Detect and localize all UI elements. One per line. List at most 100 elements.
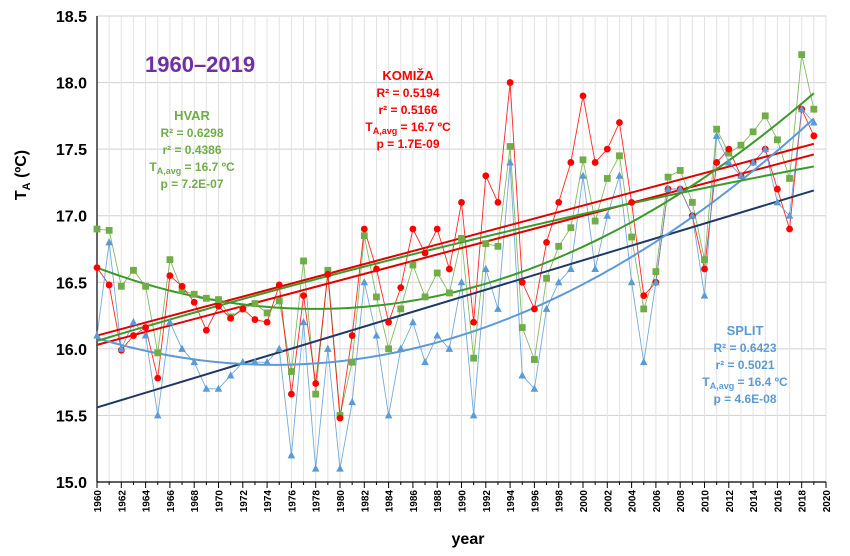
marker-2-2006 [652, 278, 660, 286]
x-tick-label-19: 1998 [555, 490, 566, 513]
marker-1-2002 [603, 145, 611, 153]
marker-0-2006 [652, 268, 660, 276]
x-tick-label-4: 1968 [190, 490, 201, 513]
marker-0-1981 [348, 358, 356, 366]
marker-0-1975 [275, 297, 283, 305]
marker-2-1964 [141, 331, 150, 339]
marker-0-2019 [810, 105, 818, 113]
marker-0-1997 [543, 274, 550, 282]
marker-1-1989 [445, 265, 453, 273]
hvar-annotation: HVAR R² = 0.6298 r² = 0.4386 TA,avg = 16… [149, 108, 235, 191]
hvar-label: HVAR [174, 108, 210, 123]
marker-2-1967 [178, 344, 186, 352]
marker-1-1977 [300, 292, 307, 299]
y-tick-label-4: 17.0 [56, 209, 87, 226]
split-label: SPLIT [727, 323, 764, 338]
marker-0-2017 [786, 175, 793, 182]
x-tick-label-22: 2004 [628, 490, 639, 513]
marker-0-2005 [640, 305, 648, 313]
y-tick-label-7: 18.5 [56, 9, 87, 26]
marker-1-1965 [154, 374, 162, 382]
x-tick-label-13: 1986 [409, 490, 420, 513]
komiza-tavg: TA,avg = 16.7 ºC [365, 120, 451, 136]
x-tick-label-24: 2008 [676, 490, 687, 513]
marker-0-2004 [628, 233, 635, 241]
marker-2-2008 [676, 184, 684, 193]
x-tick-label-10: 1980 [336, 490, 347, 513]
marker-2-2011 [712, 131, 721, 139]
marker-0-2002 [603, 175, 611, 182]
marker-2-2010 [700, 291, 709, 299]
marker-2-2014 [749, 158, 757, 166]
period-title: 1960–2019 [145, 52, 255, 77]
marker-2-1998 [554, 278, 563, 286]
y-tick-label-5: 17.5 [56, 142, 87, 159]
marker-0-1984 [385, 345, 392, 353]
y-tick-label-2: 16.0 [56, 342, 87, 359]
marker-0-1977 [300, 257, 307, 265]
marker-0-1985 [397, 305, 405, 313]
marker-1-1975 [275, 281, 283, 289]
marker-1-1994 [506, 79, 514, 86]
marker-1-1976 [288, 390, 295, 398]
y-tick-label-3: 16.5 [56, 275, 87, 292]
marker-1-1984 [385, 318, 392, 326]
x-tick-label-7: 1974 [263, 490, 274, 513]
marker-0-1979 [324, 266, 332, 274]
split-r2-lower: r² = 0.5021 [715, 358, 774, 372]
marker-2-1974 [263, 357, 271, 366]
y-tick-label-6: 18.0 [56, 76, 87, 93]
komiza-p: p = 1.7E-09 [376, 137, 439, 151]
marker-0-1967 [178, 286, 186, 294]
x-tick-labels: 1960 1962 1964 1966 1968 1970 1972 1974 1976 1978… [93, 490, 833, 513]
marker-1-1979 [324, 270, 332, 278]
trend-line-1 [96, 153, 815, 346]
x-tick-label-14: 1988 [433, 490, 444, 513]
marker-1-1970 [215, 302, 222, 310]
marker-0-2009 [688, 199, 696, 206]
marker-0-1983 [373, 293, 380, 301]
x-tick-label-2: 1964 [142, 490, 153, 513]
marker-1-1985 [397, 284, 405, 292]
x-tick-label-9: 1978 [312, 490, 323, 513]
marker-2-2012 [725, 158, 733, 166]
marker-0-2013 [737, 141, 745, 149]
marker-0-1970 [215, 296, 222, 303]
x-tick-label-0: 1960 [93, 490, 104, 513]
marker-1-2001 [591, 159, 599, 166]
x-tick-label-27: 2014 [749, 490, 760, 513]
hvar-r2: R² = 0.6298 [160, 126, 223, 140]
marker-0-2018 [798, 51, 806, 59]
x-tick-label-15: 1990 [458, 490, 469, 513]
x-tick-label-12: 1984 [385, 490, 396, 513]
marker-2-2018 [797, 105, 806, 113]
marker-1-2004 [628, 199, 635, 206]
marker-2-1987 [421, 357, 429, 366]
marker-2-1999 [567, 264, 575, 272]
x-tick-label-1: 1962 [117, 490, 128, 513]
split-tavg-symbol: T [702, 375, 710, 389]
marker-1-1968 [190, 298, 198, 306]
marker-1-2011 [713, 159, 721, 166]
marker-0-1976 [288, 368, 295, 375]
split-p: p = 4.6E-08 [713, 392, 776, 406]
marker-1-1996 [531, 305, 538, 313]
marker-2-1968 [190, 357, 198, 366]
marker-2-1961 [105, 238, 113, 246]
marker-2-1960 [93, 331, 101, 339]
y-axis-symbol: T [13, 190, 30, 200]
axes [96, 16, 827, 488]
marker-1-2003 [616, 119, 623, 126]
marker-0-1991 [470, 354, 478, 362]
x-tick-label-23: 2006 [652, 490, 663, 513]
marker-2-1969 [202, 384, 211, 392]
x-tick-label-6: 1972 [239, 490, 250, 513]
marker-2-1966 [166, 318, 174, 326]
marker-0-2008 [676, 167, 684, 174]
marker-1-1966 [166, 272, 174, 280]
marker-2-1975 [275, 344, 284, 352]
marker-2-1979 [324, 344, 332, 352]
marker-0-2000 [579, 156, 587, 164]
marker-2-1970 [214, 384, 223, 392]
marker-1-1990 [458, 199, 465, 206]
